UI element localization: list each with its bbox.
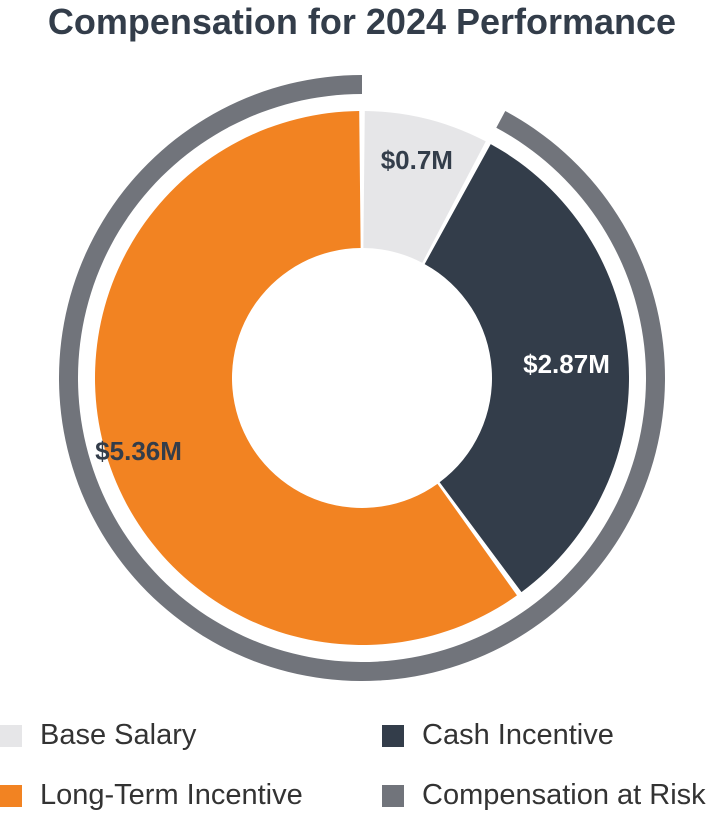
slice-cash-incentive bbox=[424, 144, 629, 593]
data-label-cash-incentive: $2.87M bbox=[523, 349, 610, 379]
legend-item-long-term-incentive: Long-Term Incentive bbox=[0, 779, 303, 812]
donut-slices bbox=[95, 111, 629, 645]
legend-item-base-salary: Base Salary bbox=[0, 719, 196, 752]
legend-item-compensation-at-risk: Compensation at Risk bbox=[382, 779, 706, 812]
legend-swatch bbox=[382, 784, 404, 807]
legend-swatch bbox=[0, 724, 22, 747]
legend-label: Long-Term Incentive bbox=[40, 779, 303, 811]
legend-label: Cash Incentive bbox=[422, 719, 614, 751]
legend-label: Base Salary bbox=[40, 719, 197, 751]
data-label-long-term-incentive: $5.36M bbox=[95, 436, 182, 466]
legend-label: Compensation at Risk bbox=[422, 779, 706, 811]
legend-swatch bbox=[382, 724, 404, 747]
slice-base-salary bbox=[363, 111, 486, 263]
slice-long-term-incentive bbox=[95, 111, 517, 645]
data-label-base-salary: $0.7M bbox=[381, 145, 453, 175]
donut-data-labels: $0.7M $2.87M $5.36M bbox=[95, 145, 610, 466]
legend-swatch bbox=[0, 784, 22, 807]
chart-title: Compensation for 2024 Performance bbox=[47, 1, 677, 42]
legend-item-cash-incentive: Cash Incentive bbox=[382, 719, 614, 752]
donut-chart: $0.7M $2.87M $5.36M bbox=[58, 75, 665, 681]
